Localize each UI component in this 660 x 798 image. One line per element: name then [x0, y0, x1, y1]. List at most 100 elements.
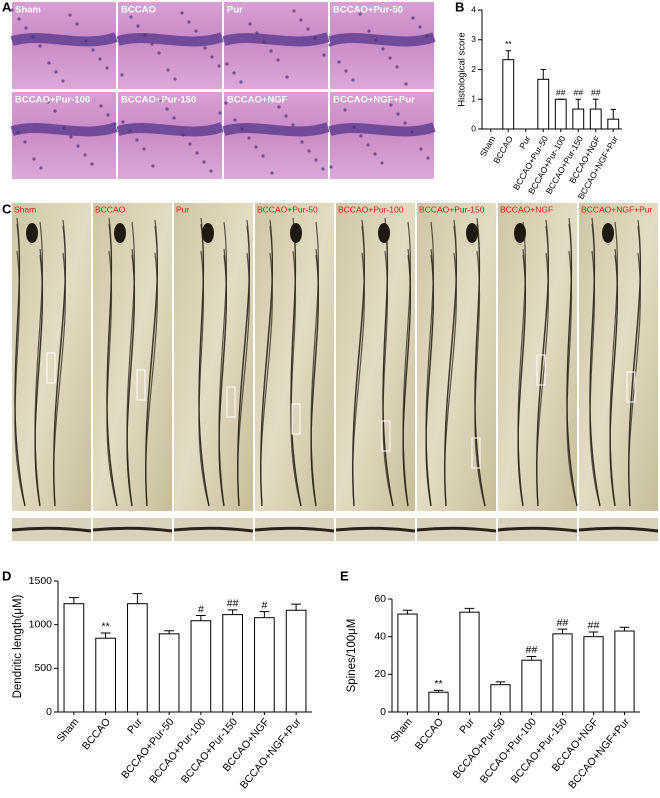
micrographs: Sham BCCAO Pur BCCAO+Pur-50 BCCAO+Pur-100 BCC… — [10, 2, 659, 541]
nucleus — [83, 153, 87, 157]
x-tick-label: BCCAO+Pur-100 — [478, 716, 539, 786]
bar — [521, 659, 542, 713]
significance: ## — [588, 620, 600, 632]
x-tick-label: BCCAO — [80, 716, 113, 752]
cell-layer — [328, 122, 436, 137]
dendrite — [566, 223, 578, 507]
micrograph — [336, 203, 415, 511]
nucleus — [374, 38, 378, 42]
nucleus — [358, 12, 362, 16]
nucleus — [165, 107, 169, 111]
dendrite — [145, 225, 158, 507]
nucleus — [307, 149, 311, 153]
nucleus — [321, 167, 325, 171]
y-tick-label: 4 — [471, 4, 476, 14]
nucleus — [99, 104, 103, 108]
spine-segment — [335, 526, 416, 533]
spine-segment — [497, 526, 578, 533]
nucleus — [121, 120, 125, 124]
micrograph — [12, 203, 91, 511]
soma — [290, 223, 302, 243]
roi-box — [46, 352, 56, 384]
y-axis-label: Dendritic length(μM) — [12, 594, 24, 698]
dendrite — [106, 223, 118, 507]
nucleus — [202, 160, 206, 164]
nucleus — [172, 116, 176, 120]
error-bar — [68, 597, 79, 604]
x-tick-label: Sham — [388, 716, 415, 745]
nucleus — [10, 8, 14, 12]
dendrite — [589, 223, 601, 507]
nucleus — [336, 99, 340, 103]
nucleus — [270, 171, 274, 175]
dendrite — [402, 254, 412, 507]
bar — [614, 630, 635, 713]
x-tick-label: Sham — [54, 716, 81, 745]
error-bar — [557, 628, 568, 634]
image-label: Pur — [227, 5, 243, 16]
image-label: BCCAO+Pur-50 — [257, 204, 318, 214]
cell-layer — [116, 122, 224, 137]
dendrite — [198, 223, 210, 507]
spine-segment — [254, 526, 335, 533]
x-tick-label: Pur — [457, 716, 477, 737]
error-bar — [619, 626, 630, 632]
spine-segment — [173, 526, 254, 533]
dendrite — [126, 221, 136, 507]
soma — [114, 223, 126, 243]
significance: # — [198, 603, 204, 615]
significance: ** — [505, 39, 512, 49]
soma — [202, 223, 214, 243]
nucleus — [233, 118, 237, 122]
cell-layer — [10, 32, 118, 47]
nucleus — [203, 46, 207, 50]
bar — [490, 684, 511, 713]
image-label: BCCAO — [121, 5, 156, 16]
dendrite — [34, 221, 44, 507]
dendrite — [425, 221, 435, 507]
bar — [158, 633, 180, 713]
nucleus — [381, 47, 385, 51]
dendrite — [310, 254, 320, 507]
nucleus — [113, 122, 117, 126]
nucleus — [195, 151, 199, 155]
image-label: BCCAO+Pur-100 — [338, 204, 404, 214]
roi-box — [291, 403, 301, 435]
nucleus — [31, 35, 35, 39]
nucleus — [367, 29, 371, 33]
x-tick-label: BCCAO+Pur-100 — [147, 716, 208, 786]
error-bar — [291, 603, 302, 611]
nucleus — [76, 144, 80, 148]
bar — [254, 617, 275, 713]
nucleus — [291, 123, 295, 127]
nucleus — [232, 71, 236, 75]
image-label: Sham — [14, 204, 36, 214]
significance: ## — [556, 88, 566, 98]
y-tick-label: 2 — [471, 64, 476, 74]
nucleus — [411, 16, 415, 20]
nucleus — [90, 162, 94, 166]
bar — [428, 691, 449, 713]
bar — [583, 636, 604, 713]
cell-layer — [116, 32, 224, 47]
nucleus — [210, 55, 214, 59]
error-bar — [464, 607, 475, 613]
nucleus — [285, 75, 289, 79]
dendrite — [382, 223, 394, 507]
error-bar — [164, 630, 175, 634]
bar — [285, 609, 307, 713]
dendrite — [34, 254, 44, 507]
y-axis-label: Histological score — [457, 32, 468, 106]
nucleus — [410, 130, 414, 134]
bar — [589, 108, 602, 130]
nucleus — [157, 51, 161, 55]
spine-segment — [416, 526, 497, 533]
nucleus — [173, 77, 177, 81]
bar — [95, 637, 116, 713]
nucleus — [105, 66, 109, 70]
dendrite — [474, 223, 486, 507]
nucleus — [343, 108, 347, 112]
dendrite — [290, 223, 302, 507]
image-label: BCCAO — [95, 204, 126, 214]
